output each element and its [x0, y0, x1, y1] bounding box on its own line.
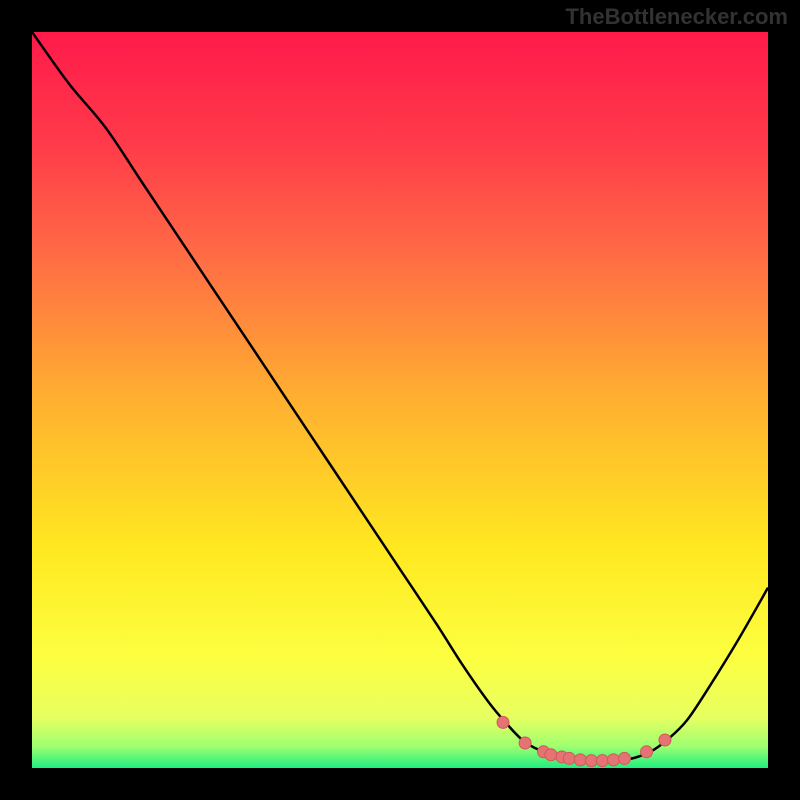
plot-background	[32, 32, 768, 768]
marker-point	[607, 754, 619, 766]
marker-point	[596, 755, 608, 767]
marker-point	[574, 754, 586, 766]
marker-point	[497, 716, 509, 728]
marker-point	[618, 752, 630, 764]
marker-point	[641, 746, 653, 758]
chart-container: TheBottlenecker.com	[0, 0, 800, 800]
marker-point	[545, 749, 557, 761]
marker-point	[585, 755, 597, 767]
marker-point	[563, 752, 575, 764]
marker-point	[659, 734, 671, 746]
chart-svg	[0, 0, 800, 800]
marker-point	[519, 737, 531, 749]
